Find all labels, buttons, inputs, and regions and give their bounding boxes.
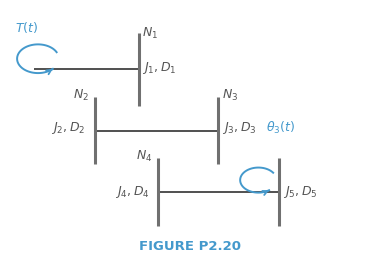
Text: $\mathit{N}_4$: $\mathit{N}_4$ — [136, 149, 152, 164]
Text: $\mathit{J}_3, \mathit{D}_3$: $\mathit{J}_3, \mathit{D}_3$ — [222, 120, 257, 136]
Text: $\mathit{N}_2$: $\mathit{N}_2$ — [73, 88, 89, 103]
Text: $\mathit{J}_4, \mathit{D}_4$: $\mathit{J}_4, \mathit{D}_4$ — [116, 184, 150, 200]
Text: $\mathit{J}_1, \mathit{D}_1$: $\mathit{J}_1, \mathit{D}_1$ — [142, 60, 177, 76]
Text: $\mathit{J}_5, \mathit{D}_5$: $\mathit{J}_5, \mathit{D}_5$ — [283, 184, 318, 200]
Text: FIGURE P2.20: FIGURE P2.20 — [139, 240, 241, 253]
Text: $\mathit{N}_1$: $\mathit{N}_1$ — [142, 26, 158, 41]
Text: $\mathit{\theta}_3(\mathit{t})$: $\mathit{\theta}_3(\mathit{t})$ — [266, 120, 295, 136]
Text: $\mathit{J}_2, \mathit{D}_2$: $\mathit{J}_2, \mathit{D}_2$ — [51, 120, 86, 136]
Text: $\mathit{N}_3$: $\mathit{N}_3$ — [222, 88, 239, 103]
Text: $\mathit{T}$$($$\mathit{t}$$)$: $\mathit{T}$$($$\mathit{t}$$)$ — [15, 20, 38, 35]
